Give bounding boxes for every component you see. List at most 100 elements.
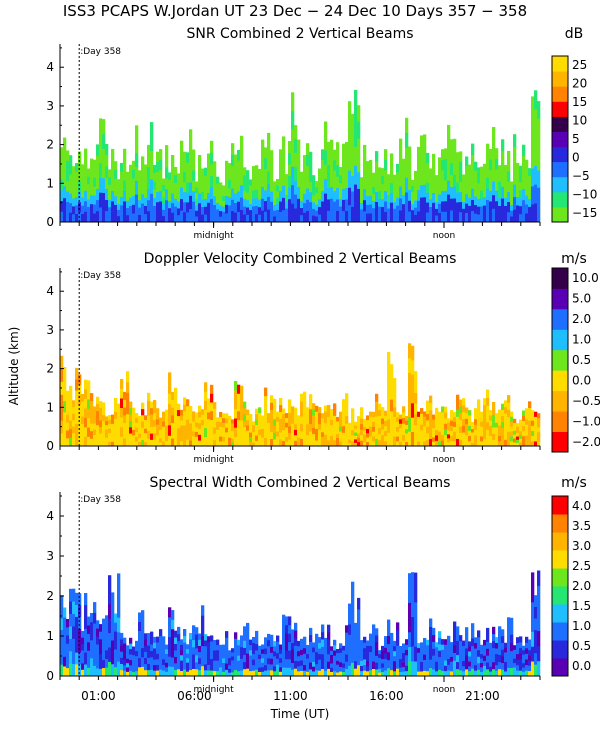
data-cell: [252, 664, 256, 671]
figure-header: ISS3 PCAPS W.Jordan UT 23 Dec − 24 Dec 1…: [63, 2, 527, 20]
data-cell: [339, 436, 343, 442]
data-cell: [459, 426, 463, 433]
data-cell: [324, 411, 328, 418]
data-cell: [522, 654, 526, 659]
data-cell: [114, 667, 118, 677]
data-cell: [174, 174, 178, 184]
data-cell: [177, 662, 181, 670]
data-cell: [105, 210, 109, 223]
data-cell: [234, 390, 238, 400]
data-cell: [222, 667, 226, 672]
data-cell: [306, 210, 310, 223]
data-cell: [336, 421, 340, 426]
data-cell: [435, 656, 439, 662]
data-cell: [153, 406, 157, 414]
data-cell: [384, 170, 388, 181]
data-cell: [111, 419, 115, 424]
data-cell: [246, 435, 250, 442]
data-cell: [129, 173, 133, 182]
data-cell: [519, 430, 523, 435]
y-tick-label: 0: [46, 215, 54, 229]
data-cell: [273, 405, 277, 413]
data-cell: [75, 434, 79, 447]
data-cell: [492, 633, 496, 642]
data-cell: [324, 150, 328, 165]
data-cell: [195, 216, 199, 223]
data-cell: [282, 419, 286, 425]
data-cell: [462, 215, 466, 223]
colorbar-swatch: [552, 411, 568, 432]
data-cell: [429, 410, 433, 418]
data-cell: [240, 403, 244, 412]
data-cell: [525, 213, 529, 223]
data-cell: [441, 670, 445, 677]
colorbar-swatch: [552, 568, 568, 587]
data-cell: [387, 181, 391, 189]
data-cell: [69, 164, 73, 175]
data-cell: [453, 174, 457, 187]
data-cell: [342, 671, 346, 677]
data-cell: [387, 201, 391, 209]
data-cell: [81, 213, 85, 223]
data-cell: [375, 628, 379, 636]
data-cell: [384, 415, 388, 421]
data-cell: [249, 423, 253, 428]
data-cell: [357, 155, 361, 173]
data-cell: [129, 427, 133, 434]
data-cell: [297, 174, 301, 187]
data-cell: [435, 666, 439, 672]
data-cell: [420, 413, 424, 420]
data-cell: [231, 442, 235, 447]
data-cell: [180, 415, 184, 421]
data-cell: [267, 132, 271, 146]
data-cell: [180, 670, 184, 677]
data-cell: [324, 428, 328, 435]
data-cell: [468, 425, 472, 431]
data-cell: [108, 647, 112, 662]
data-cell: [465, 212, 469, 223]
data-cell: [69, 394, 73, 404]
data-cell: [96, 166, 100, 178]
data-cell: [396, 645, 400, 654]
data-cell: [417, 671, 421, 677]
data-cell: [189, 129, 193, 143]
data-cell: [429, 634, 433, 644]
data-cell: [222, 413, 226, 419]
data-cell: [186, 212, 190, 223]
data-cell: [126, 645, 130, 650]
data-cell: [108, 661, 112, 677]
data-cell: [63, 434, 67, 447]
data-cell: [297, 428, 301, 434]
data-cell: [222, 671, 226, 677]
data-cell: [366, 645, 370, 651]
data-cell: [105, 433, 109, 438]
data-cell: [60, 433, 64, 447]
data-cell: [354, 630, 358, 639]
data-cell: [180, 210, 184, 223]
data-cell: [234, 427, 238, 437]
data-cell: [84, 640, 88, 653]
data-cell: [528, 183, 532, 192]
data-cell: [234, 173, 238, 184]
y-tick-label: 4: [46, 60, 54, 74]
data-cell: [198, 193, 202, 204]
data-cell: [429, 402, 433, 411]
data-cell: [429, 438, 433, 447]
data-cell: [324, 665, 328, 671]
data-cell: [156, 413, 160, 420]
data-cell: [105, 416, 109, 421]
data-cell: [501, 656, 505, 663]
data-cell: [330, 663, 334, 668]
data-cell: [345, 153, 349, 166]
data-cell: [393, 188, 397, 196]
data-cell: [426, 655, 430, 661]
data-cell: [216, 417, 220, 422]
data-cell: [204, 652, 208, 659]
data-cell: [69, 193, 73, 204]
data-cell: [507, 634, 511, 643]
data-cell: [471, 630, 475, 639]
colorbar-tick-label: 0.5: [572, 639, 591, 653]
data-cell: [147, 144, 151, 157]
data-cell: [111, 616, 115, 629]
data-cell: [291, 656, 295, 663]
